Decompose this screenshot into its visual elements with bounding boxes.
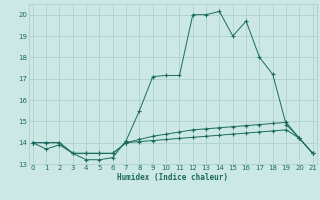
X-axis label: Humidex (Indice chaleur): Humidex (Indice chaleur) <box>117 173 228 182</box>
